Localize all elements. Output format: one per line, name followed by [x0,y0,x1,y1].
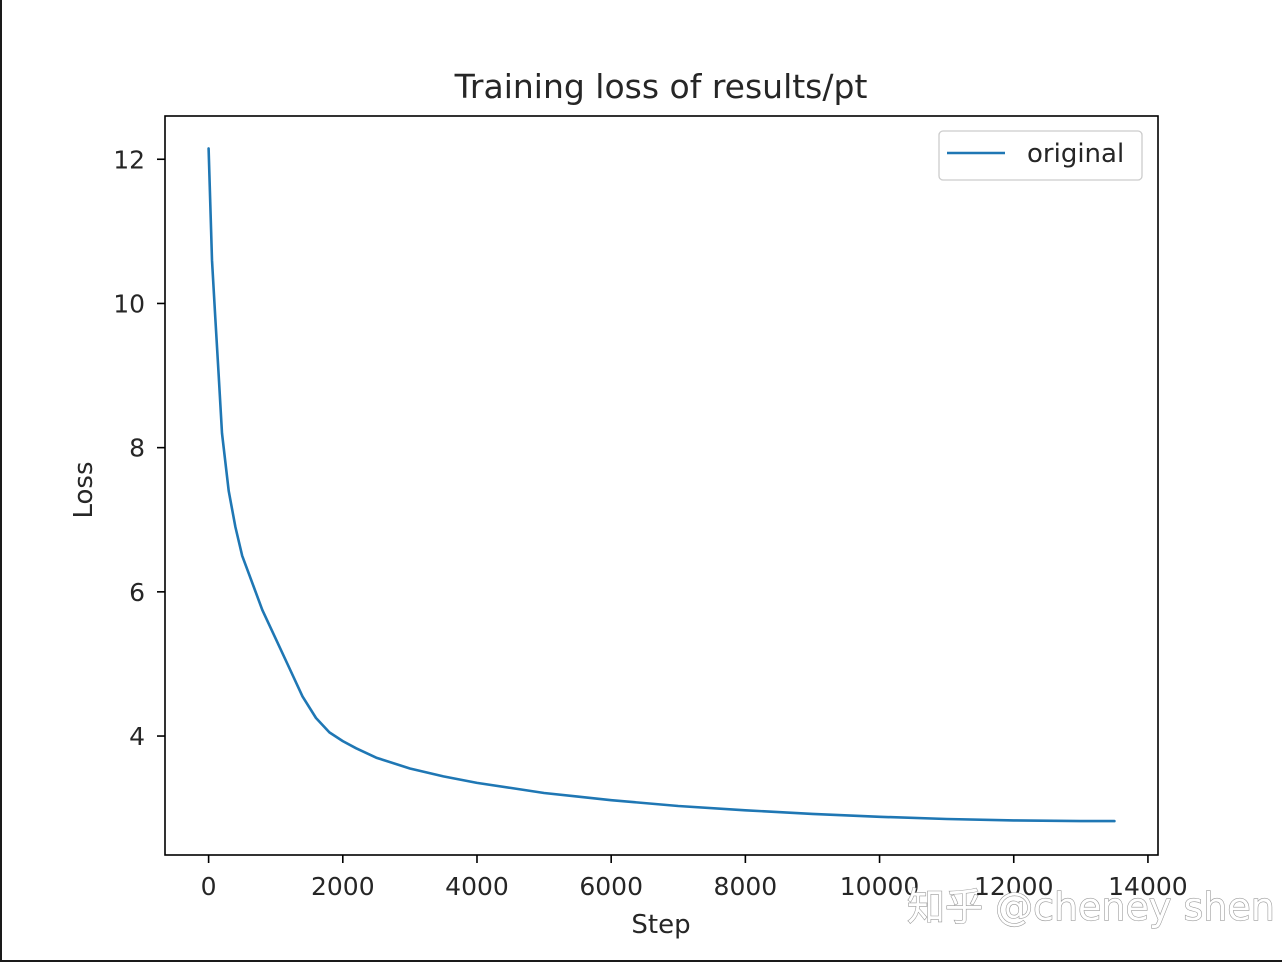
y-axis-label: Loss [69,461,99,518]
x-tick-label: 8000 [714,872,778,901]
x-tick-label: 6000 [579,872,643,901]
series-line-original [207,147,1116,823]
y-axis: 4 6 8 10 12 [113,145,165,751]
x-tick-label: 0 [201,872,217,901]
legend: original [938,130,1143,181]
x-tick-label: 12000 [974,872,1054,901]
y-tick-label: 8 [129,434,145,463]
x-axis-label: Step [631,910,690,940]
legend-frame [938,130,1143,181]
x-tick-label: 10000 [840,872,920,901]
chart-title: Training loss of results/pt [454,67,868,106]
y-tick-label: 12 [113,145,145,174]
watermark-text: 知乎 @cheney shen [907,885,1275,929]
y-tick-label: 10 [113,289,145,318]
x-tick-label: 2000 [311,872,375,901]
legend-label: original [1027,139,1124,169]
plot-area [207,147,1116,823]
y-tick-label: 6 [129,578,145,607]
x-tick-label: 4000 [445,872,509,901]
y-tick-label: 4 [129,722,145,751]
x-axis: 0 2000 4000 6000 8000 10000 12000 14000 [201,855,1188,901]
axes-frame [164,115,1159,856]
x-tick-label: 14000 [1108,872,1188,901]
